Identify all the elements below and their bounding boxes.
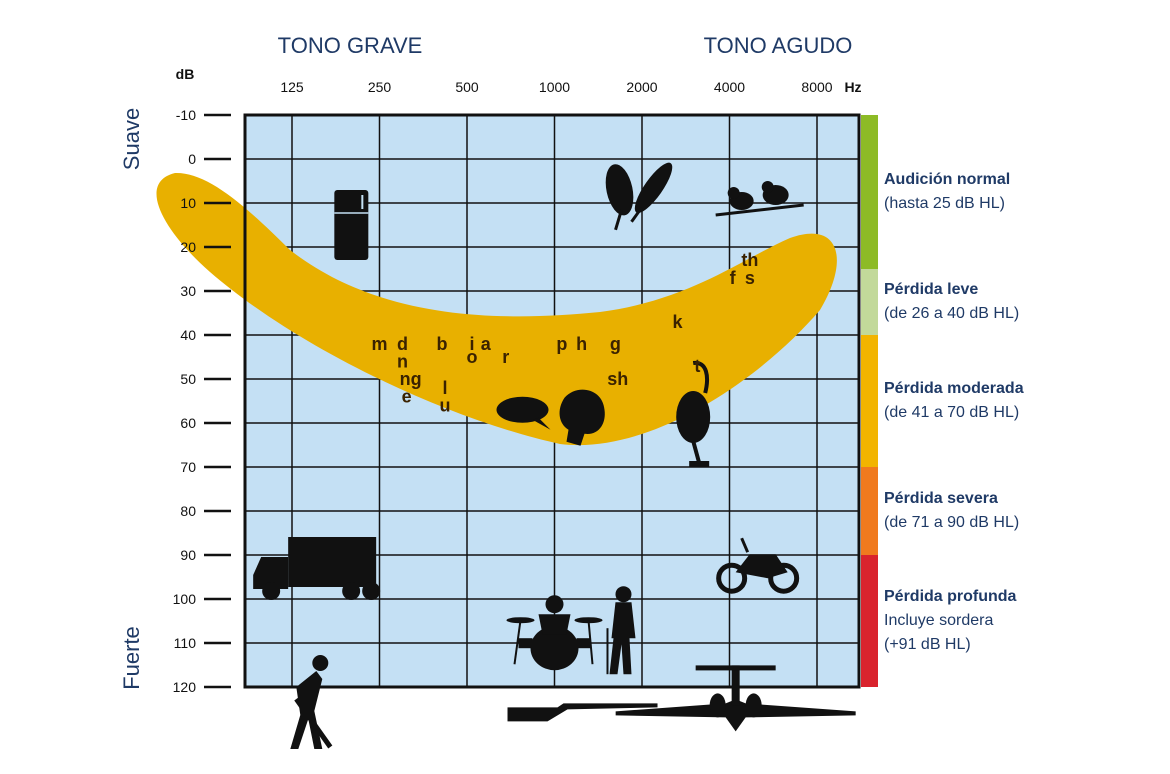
legend-item: Audición normal (hasta 25 dB HL) — [884, 168, 1164, 216]
birds-icon — [715, 181, 804, 217]
legend-item: Pérdida severa (de 71 a 90 dB HL) — [884, 487, 1164, 535]
y-tick-label: 30 — [180, 283, 196, 299]
header-right: TONO AGUDO — [704, 33, 853, 58]
phoneme-u: u — [439, 395, 450, 415]
y-tick-label: 50 — [180, 371, 196, 387]
vacuum-icon — [676, 360, 711, 467]
phoneme-p: p — [556, 334, 567, 354]
jackhammer-icon — [290, 655, 333, 749]
y-tick-label: 60 — [180, 415, 196, 431]
leaves-icon — [605, 162, 673, 231]
plot-frame — [243, 113, 861, 689]
rifle-icon — [507, 703, 658, 722]
legend-color-bar — [861, 115, 878, 687]
phoneme-b: b — [436, 334, 447, 354]
y-unit: dB — [176, 66, 195, 82]
x-tick-label: 250 — [368, 79, 392, 95]
y-tick-label: 80 — [180, 503, 196, 519]
motorcycle-icon — [716, 537, 800, 594]
y-tick-label: 0 — [188, 151, 196, 167]
phoneme-m: m — [371, 334, 387, 354]
legend-color-segment — [861, 335, 878, 467]
legend-title: Pérdida severa — [884, 490, 998, 507]
y-tick-label: 90 — [180, 547, 196, 563]
drums-icon — [506, 595, 603, 671]
phoneme-k: k — [673, 312, 684, 332]
x-tick-label: 125 — [280, 79, 304, 95]
y-tick-label: 20 — [180, 239, 196, 255]
phoneme-h: h — [576, 334, 587, 354]
phoneme-sh: sh — [607, 369, 628, 389]
phoneme-n: n — [397, 351, 408, 371]
legend-title: Pérdida leve — [884, 281, 979, 298]
x-tick-labels: 125 250 500 1000 2000 4000 8000 — [280, 79, 832, 95]
legend-color-segment — [861, 115, 878, 269]
phoneme-o: o — [466, 347, 477, 367]
y-tick-label: 10 — [180, 195, 196, 211]
y-tick-label: 100 — [173, 591, 197, 607]
y-tick-label: 120 — [173, 679, 197, 695]
legend-title: Pérdida moderada — [884, 380, 1024, 397]
singer-icon — [606, 586, 636, 675]
legend-subtitle: Incluye sordera — [884, 612, 994, 629]
speech-banana — [156, 172, 837, 446]
x-tick-label: 1000 — [539, 79, 570, 95]
phoneme-ng: ng — [400, 369, 422, 389]
phoneme-f: f — [730, 268, 737, 288]
legend-subtitle: (de 71 a 90 dB HL) — [884, 514, 1020, 531]
phoneme-t: t — [694, 356, 700, 376]
legend-title: Pérdida profunda — [884, 588, 1017, 605]
phoneme-d: d — [397, 334, 408, 354]
phoneme-r: r — [502, 347, 509, 367]
phoneme-th: th — [741, 250, 758, 270]
y-tick-label: 70 — [180, 459, 196, 475]
speech-icon — [496, 389, 605, 446]
phoneme-i: i — [469, 334, 474, 354]
refrigerator-icon — [334, 190, 369, 260]
x-unit: Hz — [844, 79, 861, 95]
header-left: TONO GRAVE — [278, 33, 423, 58]
legend-subtitle: (de 26 a 40 dB HL) — [884, 305, 1020, 322]
phoneme-s: s — [745, 268, 755, 288]
legend-title: Audición normal — [884, 171, 1011, 188]
legend-item: Pérdida leve (de 26 a 40 dB HL) — [884, 278, 1164, 326]
y-tick-label: 40 — [180, 327, 196, 343]
x-tick-label: 8000 — [801, 79, 832, 95]
top-label: Suave — [119, 108, 144, 170]
x-tick-label: 2000 — [626, 79, 657, 95]
legend-subtitle: (de 41 a 70 dB HL) — [884, 404, 1020, 421]
sound-silhouettes — [253, 162, 856, 749]
legend-subtitle: (hasta 25 dB HL) — [884, 195, 1005, 212]
bottom-label: Fuerte — [119, 626, 144, 690]
phoneme-a: a — [481, 334, 492, 354]
phoneme-l: l — [442, 378, 447, 398]
legend-item: Pérdida moderada (de 41 a 70 dB HL) — [884, 377, 1164, 425]
airplane-icon — [615, 665, 856, 732]
legend-color-segment — [861, 467, 878, 555]
y-tick-label: 110 — [174, 635, 197, 651]
x-tick-label: 4000 — [714, 79, 745, 95]
phoneme-g: g — [610, 334, 621, 354]
legend-color-segment — [861, 269, 878, 335]
legend-subtitle: (+91 dB HL) — [884, 636, 971, 653]
y-tick-label: -10 — [176, 107, 196, 123]
x-tick-label: 500 — [455, 79, 479, 95]
legend-color-segment — [861, 555, 878, 687]
y-tick-labels: -10 0 10 20 30 40 50 60 70 80 90 100 110 120 — [173, 107, 231, 695]
phoneme-e: e — [402, 387, 412, 407]
legend-item: Pérdida profunda Incluye sordera (+91 dB H… — [884, 585, 1164, 657]
truck-icon — [253, 537, 381, 600]
